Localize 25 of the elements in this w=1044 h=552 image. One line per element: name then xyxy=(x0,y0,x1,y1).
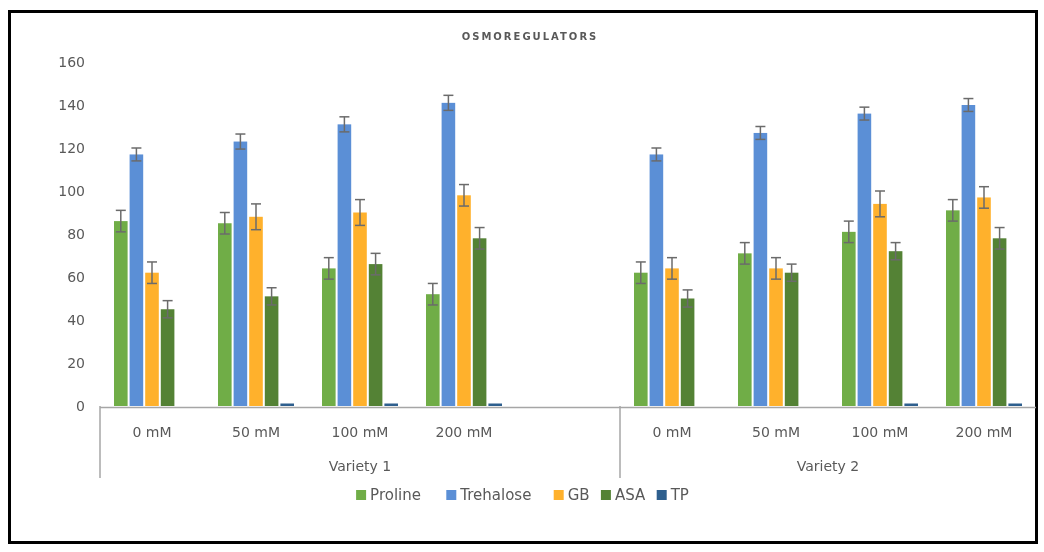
x-tick-label: 200 mM xyxy=(435,424,493,440)
text: Variety 1 xyxy=(328,458,392,474)
legend-label: Trehalose xyxy=(459,486,532,504)
y-tick-label: 80 xyxy=(67,225,85,242)
y-tick-label: 0 xyxy=(76,397,85,414)
y-tick-label: 100 xyxy=(58,182,85,199)
legend-label: Proline xyxy=(370,486,421,504)
chart-title: OSMOREGULATORS xyxy=(461,31,599,42)
x-tick-label: 0 mM xyxy=(132,424,172,440)
legend-label: ASA xyxy=(614,486,646,504)
x-tick-label: 50 mM xyxy=(232,424,280,440)
y-tick-label: 140 xyxy=(58,96,85,113)
x-tick-label: 100 mM xyxy=(851,424,909,440)
text: Variety 2 xyxy=(796,458,860,474)
y-tick-label: 20 xyxy=(67,354,85,371)
x-tick-label: 100 mM xyxy=(331,424,389,440)
y-tick-label: 120 xyxy=(58,139,85,156)
x-tick-label: 50 mM xyxy=(752,424,800,440)
x-tick-label: 0 mM xyxy=(652,424,692,440)
y-tick-label: 60 xyxy=(67,268,85,285)
legend-label: GB xyxy=(567,486,590,504)
x-tick-label: 200 mM xyxy=(955,424,1013,440)
y-tick-label: 160 xyxy=(58,53,85,70)
y-tick-label: 40 xyxy=(67,311,85,328)
legend-label: TP xyxy=(669,486,689,504)
